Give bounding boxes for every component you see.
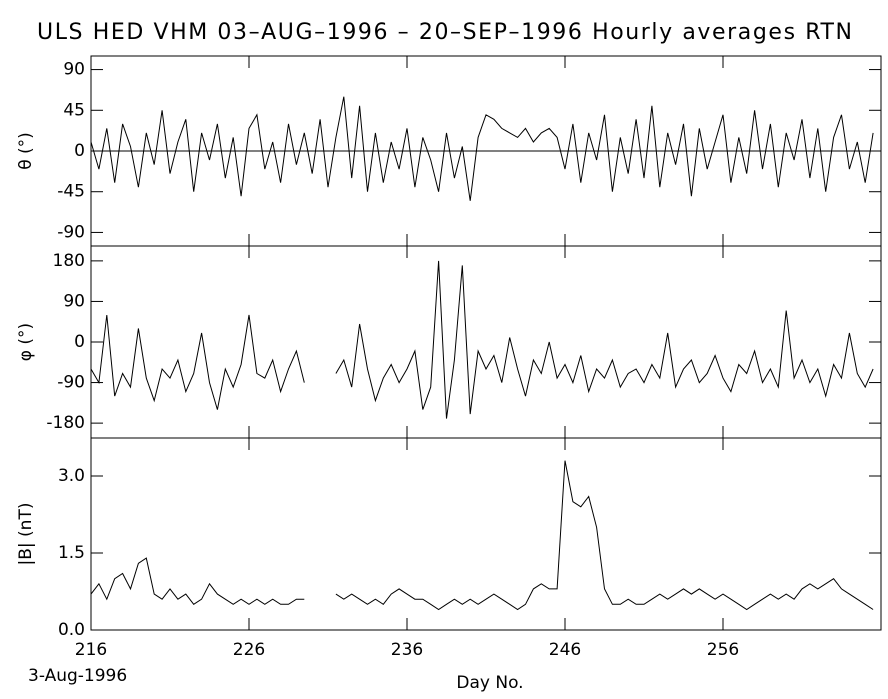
y-tick-label: 3.0 [58,466,85,486]
date-note: 3-Aug-1996 [28,666,127,686]
y-tick-label: 90 [63,291,85,311]
y-tick-label: -180 [46,413,85,433]
x-tick-label: 246 [549,640,581,660]
data-line [90,460,874,611]
y-axis-label: |B| (nT) [16,503,36,566]
y-tick-label: 90 [63,60,85,80]
y-tick-label: -90 [57,222,85,242]
y-axis-label: θ (°) [16,132,36,170]
y-tick-label: 45 [63,100,85,120]
x-tick-label: 236 [391,640,423,660]
y-tick-label: 1.5 [58,543,85,563]
y-tick-label: 0 [74,141,85,161]
y-tick-label: 0 [74,332,85,352]
y-tick-label: 180 [53,251,85,271]
chart-title: ULS HED VHM 03–AUG–1996 – 20–SEP–1996 Ho… [37,20,852,45]
y-tick-label: 0.0 [58,620,85,640]
data-line [90,260,874,419]
panel-frame [90,245,882,439]
x-axis-label: Day No. [456,673,523,693]
x-tick-label: 216 [75,640,107,660]
panel-frame [90,437,882,631]
y-tick-label: -90 [57,373,85,393]
y-tick-label: -45 [57,182,85,202]
x-tick-label: 256 [707,640,739,660]
x-tick-label: 226 [233,640,265,660]
y-axis-label: φ (°) [16,323,36,361]
data-line [90,96,874,201]
